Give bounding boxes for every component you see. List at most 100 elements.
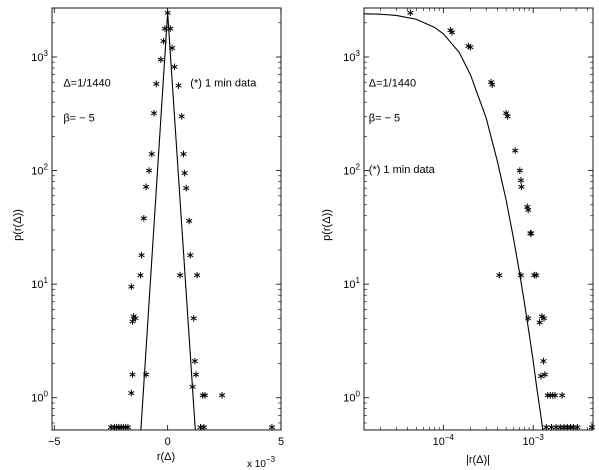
- data-point: [528, 230, 535, 237]
- data-point: [559, 392, 566, 399]
- asterisk-stroke: [137, 273, 144, 278]
- x-tick-label: 0: [165, 436, 171, 448]
- data-point: [197, 423, 204, 431]
- data-point: [148, 150, 155, 158]
- right-data: [363, 9, 596, 431]
- x-tick-label-base: 10: [523, 436, 535, 448]
- y-tick-label: 102: [343, 163, 360, 178]
- asterisk-stroke: [540, 316, 548, 321]
- y-tick-label-exp: 2: [356, 163, 361, 172]
- y-tick-label-exp: 3: [44, 49, 49, 58]
- asterisk-stroke: [175, 83, 182, 88]
- asterisk-stroke: [559, 393, 566, 398]
- asterisk-stroke: [124, 425, 132, 430]
- y-tick-label-base: 10: [31, 166, 43, 178]
- data-point: [543, 423, 550, 431]
- data-point: [201, 392, 209, 399]
- data-point: [129, 371, 136, 378]
- data-point: [176, 271, 184, 279]
- data-point: [467, 43, 474, 51]
- data-point: [150, 109, 158, 117]
- asterisk-stroke: [574, 425, 581, 430]
- data-point: [200, 423, 208, 431]
- asterisk-stroke: [518, 184, 525, 189]
- left-y-axis-label: p(r(Δ)): [12, 209, 24, 241]
- asterisk-stroke: [142, 184, 150, 189]
- asterisk-stroke: [517, 178, 525, 183]
- asterisk-stroke: [544, 393, 551, 398]
- data-point: [551, 392, 559, 399]
- y-tick-label: 101: [31, 276, 48, 291]
- data-point: [129, 318, 136, 325]
- data-point: [137, 271, 144, 279]
- data-point: [407, 9, 414, 17]
- asterisk-stroke: [180, 151, 187, 157]
- data-point: [540, 357, 547, 365]
- asterisk-stroke: [193, 273, 201, 278]
- data-point: [516, 167, 523, 174]
- asterisk-stroke: [157, 57, 164, 62]
- annotation: β= − 5: [63, 113, 94, 125]
- asterisk-stroke: [201, 393, 209, 398]
- data-point: [175, 82, 182, 89]
- data-point: [138, 251, 145, 259]
- data-point: [537, 372, 545, 380]
- asterisk-stroke: [541, 372, 549, 377]
- data-point: [157, 56, 164, 63]
- data-point: [193, 271, 201, 279]
- y-tick-label-base: 10: [31, 279, 43, 291]
- fit-curve: [363, 13, 544, 431]
- data-point: [268, 423, 276, 431]
- asterisk-stroke: [489, 82, 496, 87]
- data-point: [541, 371, 549, 378]
- asterisk-stroke: [153, 81, 160, 86]
- data-point: [544, 392, 551, 399]
- left-x-multiplier-exp: −3: [266, 455, 276, 464]
- annotation: Δ=1/1440: [369, 77, 416, 89]
- asterisk-stroke: [551, 393, 559, 398]
- asterisk-stroke: [537, 374, 545, 379]
- asterisk-stroke: [186, 218, 193, 224]
- asterisk-stroke: [540, 359, 547, 364]
- right-y-axis-label: p(r(Δ)): [321, 209, 333, 241]
- y-tick-label: 101: [343, 276, 360, 291]
- data-point: [124, 423, 132, 431]
- asterisk-stroke: [191, 359, 198, 364]
- data-point: [132, 315, 139, 322]
- data-point: [153, 80, 160, 88]
- y-tick-label: 102: [31, 163, 48, 178]
- y-tick-label-exp: 0: [356, 390, 361, 399]
- data-point: [448, 28, 456, 36]
- fit-curve: [140, 12, 196, 431]
- asterisk-stroke: [528, 231, 535, 236]
- asterisk-stroke: [517, 273, 525, 278]
- left-x-axis-label: r(Δ): [157, 451, 175, 463]
- asterisk-stroke: [533, 273, 540, 278]
- asterisk-stroke: [516, 168, 523, 173]
- data-point: [186, 217, 193, 225]
- asterisk-stroke: [190, 316, 197, 321]
- asterisk-stroke: [187, 253, 194, 258]
- y-tick-label-base: 10: [343, 393, 355, 405]
- y-tick-label-exp: 1: [44, 276, 49, 285]
- asterisk-stroke: [504, 114, 511, 119]
- asterisk-stroke: [183, 186, 190, 191]
- data-point: [128, 283, 135, 290]
- y-tick-label: 103: [343, 49, 360, 64]
- y-tick-label-base: 10: [343, 52, 355, 64]
- asterisk-stroke: [178, 114, 185, 119]
- asterisk-stroke: [192, 372, 200, 377]
- y-tick-label: 100: [343, 390, 360, 405]
- data-point: [178, 113, 185, 120]
- data-point: [128, 389, 135, 397]
- annotation: (*) 1 min data: [190, 77, 257, 89]
- data-point: [553, 423, 560, 431]
- asterisk-stroke: [512, 148, 519, 153]
- left-plot-frame: [51, 7, 282, 431]
- asterisk-stroke: [138, 253, 145, 258]
- data-point: [142, 183, 150, 191]
- asterisk-stroke: [140, 216, 147, 221]
